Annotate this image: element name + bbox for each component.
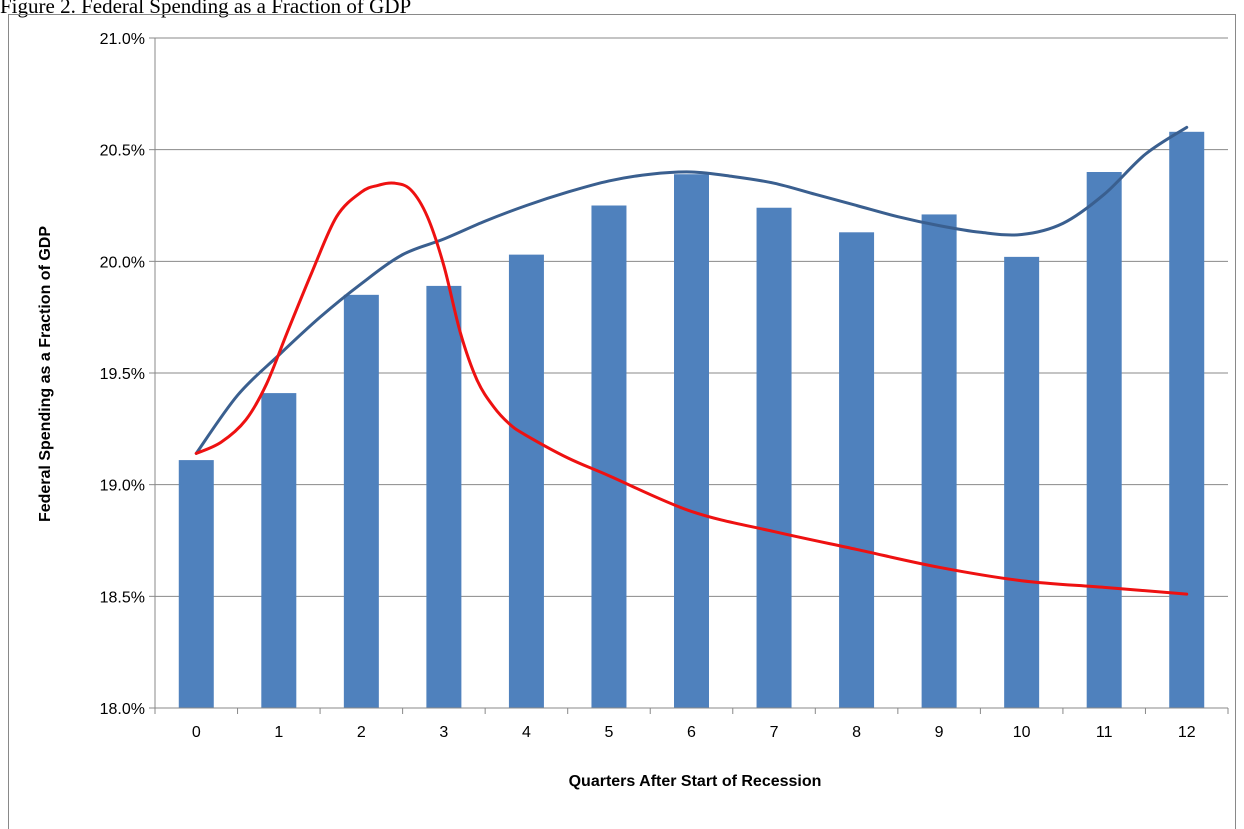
- y-axis-title: Federal Spending as a Fraction of GDP: [37, 226, 54, 522]
- bar-2: [343, 294, 379, 708]
- bar-series: [178, 131, 1205, 709]
- bar-4: [508, 254, 544, 708]
- x-tick-label: 0: [192, 724, 201, 741]
- x-tick-label: 12: [1178, 724, 1196, 741]
- x-tick-label: 4: [522, 724, 531, 741]
- chart-frame: [8, 14, 1236, 829]
- bar-5: [591, 205, 627, 708]
- x-tick-labels: 0 1 2 3 4 5 6 7 8 9 10 11 12: [192, 724, 1196, 741]
- axes: [149, 37, 1229, 714]
- x-tick-label: 3: [439, 724, 448, 741]
- bar-9: [921, 214, 957, 708]
- x-tick-label: 2: [357, 724, 366, 741]
- x-tick-label: 9: [935, 724, 944, 741]
- y-tick-label: 19.0%: [100, 478, 145, 495]
- bar-7: [756, 207, 792, 708]
- y-tick-label: 19.5%: [100, 366, 145, 383]
- y-tick-labels: 18.0% 18.5% 19.0% 19.5% 20.0% 20.5% 21.0%: [100, 31, 145, 718]
- x-tick-label: 6: [687, 724, 696, 741]
- projection-line: [194, 181, 1189, 596]
- x-tick-label: 11: [1096, 724, 1113, 741]
- x-tick-label: 8: [852, 724, 861, 741]
- y-tick-label: 20.5%: [100, 143, 145, 160]
- bar-11: [1086, 172, 1122, 708]
- figure-caption: Figure 2. Federal Spending as a Fraction…: [0, 0, 412, 18]
- bar-8: [839, 232, 875, 709]
- x-tick-label: 1: [274, 724, 283, 741]
- x-tick-label: 10: [1013, 724, 1031, 741]
- bar-1: [261, 393, 297, 708]
- y-tick-label: 18.5%: [100, 589, 145, 606]
- y-tick-label: 21.0%: [100, 31, 145, 48]
- y-tick-label: 20.0%: [100, 254, 145, 271]
- trend-line: [194, 125, 1189, 455]
- bar-6: [674, 174, 709, 708]
- x-tick-label: 7: [770, 724, 779, 741]
- bar-0: [178, 460, 214, 708]
- bar-12: [1169, 131, 1205, 709]
- bar-10: [1004, 256, 1040, 708]
- trend-lines: [194, 125, 1189, 596]
- x-tick-label: 5: [605, 724, 614, 741]
- bar-3: [426, 285, 462, 708]
- y-tick-label: 18.0%: [100, 701, 145, 718]
- x-axis-title: Quarters After Start of Recession: [569, 773, 822, 790]
